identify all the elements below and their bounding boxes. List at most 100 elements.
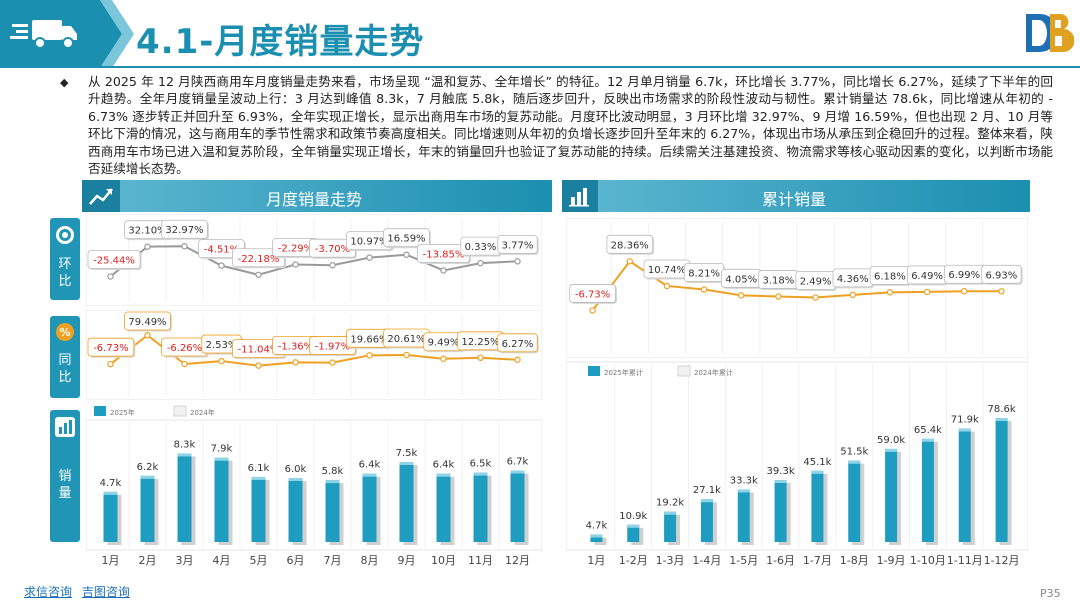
- bar-value-label: 78.6k: [988, 404, 1016, 415]
- data-label: -1.97%: [315, 342, 350, 353]
- data-label: 6.49%: [911, 271, 943, 282]
- category-label: 3月: [176, 554, 194, 567]
- data-label: 32.10%: [128, 226, 166, 237]
- data-point: [700, 286, 708, 293]
- left-panel-header: [82, 180, 552, 212]
- bar-value-label: 27.1k: [693, 485, 721, 496]
- data-label: 6.93%: [986, 270, 1018, 281]
- monthly-bar-chart: 2025年 2024年 4.7k 1月 6.2k 2月 8.3k 3月 7.9k 4月 6.1k 5月…: [86, 405, 542, 567]
- series-line: [591, 259, 1002, 312]
- bar: [177, 453, 192, 542]
- bar-cap: [774, 479, 787, 483]
- bar: [995, 417, 1008, 542]
- bar-cap: [627, 524, 640, 528]
- data-label: -4.51%: [204, 245, 239, 256]
- data-label: -22.18%: [238, 254, 280, 265]
- bar-cap: [958, 428, 971, 432]
- data-label: 4.36%: [837, 274, 869, 285]
- bar-cap: [590, 534, 603, 538]
- data-point: [923, 288, 931, 296]
- series-line: [109, 245, 518, 278]
- svg-text:%: %: [59, 326, 70, 339]
- data-point: [477, 259, 484, 267]
- data-point: [626, 258, 633, 265]
- data-label: -6.73%: [93, 343, 128, 354]
- side-label-yoy-text: 同比: [58, 353, 72, 385]
- category-label: 1-4月: [692, 554, 721, 567]
- bar: [848, 460, 861, 542]
- right-panel-header: [562, 180, 1030, 212]
- data-point: [440, 355, 447, 362]
- category-label: 1-9月: [877, 554, 906, 567]
- bar: [510, 470, 525, 542]
- category-label: 1-2月: [619, 554, 648, 567]
- data-point: [255, 362, 262, 369]
- cumulative-bar-chart: 2025年累计 2024年累计 4.7k 1月 10.9k 1-2月 19.2k 1-3月 27…: [566, 361, 1028, 567]
- bar-cap: [473, 472, 488, 476]
- page-number: P35: [1040, 587, 1061, 600]
- data-point: [514, 258, 521, 265]
- bar: [251, 476, 266, 542]
- bar-value-label: 10.9k: [619, 511, 647, 522]
- target-icon: [56, 226, 74, 244]
- data-point: [255, 271, 262, 278]
- data-label: 2.49%: [800, 277, 832, 288]
- data-label: 4.05%: [725, 274, 757, 285]
- legend-label-2025: 2025年累计: [604, 368, 643, 377]
- data-label: 10.97%: [350, 237, 388, 248]
- bar: [288, 478, 303, 542]
- bar-cap: [510, 470, 525, 474]
- data-point: [738, 292, 745, 299]
- bar-cap: [664, 511, 677, 515]
- data-label: 9.49%: [428, 338, 460, 349]
- bar-value-label: 39.3k: [767, 466, 795, 477]
- bar-value-label: 6.1k: [248, 463, 270, 474]
- footer-links: 求信咨询 吉图咨询: [24, 583, 136, 600]
- data-label-box: [497, 234, 538, 254]
- bar-value-label: 8.3k: [174, 439, 196, 450]
- bar: [958, 428, 971, 542]
- bar-value-label: 6.4k: [433, 460, 455, 471]
- category-label: 1-6月: [766, 554, 795, 567]
- data-label: 10.74%: [648, 265, 686, 276]
- percent-icon: %: [56, 323, 74, 341]
- bar: [885, 448, 898, 542]
- left-panel-title: 月度销量走势: [266, 190, 363, 209]
- data-point: [961, 288, 968, 295]
- category-label: 7月: [324, 554, 342, 567]
- data-label: 32.97%: [165, 225, 203, 236]
- data-label-box: [124, 311, 171, 331]
- data-point: [366, 254, 373, 261]
- data-point: [107, 273, 114, 280]
- category-label: 11月: [468, 554, 493, 567]
- data-label: 6.27%: [502, 339, 534, 350]
- side-label-mom: 环比: [50, 256, 80, 290]
- bar-value-label: 7.9k: [211, 444, 233, 455]
- category-label: 1-11月: [947, 554, 983, 567]
- truck-icon: [10, 20, 77, 49]
- bar-value-label: 6.0k: [285, 464, 307, 475]
- bar-value-label: 6.2k: [137, 462, 159, 473]
- data-point: [144, 243, 151, 250]
- data-label: 79.49%: [128, 317, 166, 328]
- bar-value-label: 19.2k: [656, 498, 684, 509]
- bar-value-label: 5.8k: [322, 466, 344, 477]
- footer-link-jitu[interactable]: 吉图咨询: [81, 585, 130, 599]
- data-label: 3.18%: [763, 276, 795, 287]
- data-point: [329, 262, 336, 269]
- footer-link-qiuxin[interactable]: 求信咨询: [24, 585, 73, 599]
- right-panel-header-text-wrap: 累计销量: [562, 180, 1030, 212]
- bar-cap: [362, 473, 377, 477]
- category-label: 9月: [398, 554, 416, 567]
- legend-label-2024: 2024年累计: [694, 368, 733, 377]
- bullet-icon: ◆: [60, 76, 69, 89]
- bar-value-label: 6.7k: [507, 457, 529, 468]
- data-label: -11.04%: [238, 345, 280, 356]
- bar-cap: [811, 470, 824, 474]
- bar-cap: [325, 480, 340, 484]
- bar-cap: [737, 489, 750, 493]
- data-point: [589, 307, 596, 314]
- bar: [627, 524, 640, 542]
- page-title: 4.1-月度销量走势: [136, 22, 425, 62]
- data-label-box: [383, 228, 430, 248]
